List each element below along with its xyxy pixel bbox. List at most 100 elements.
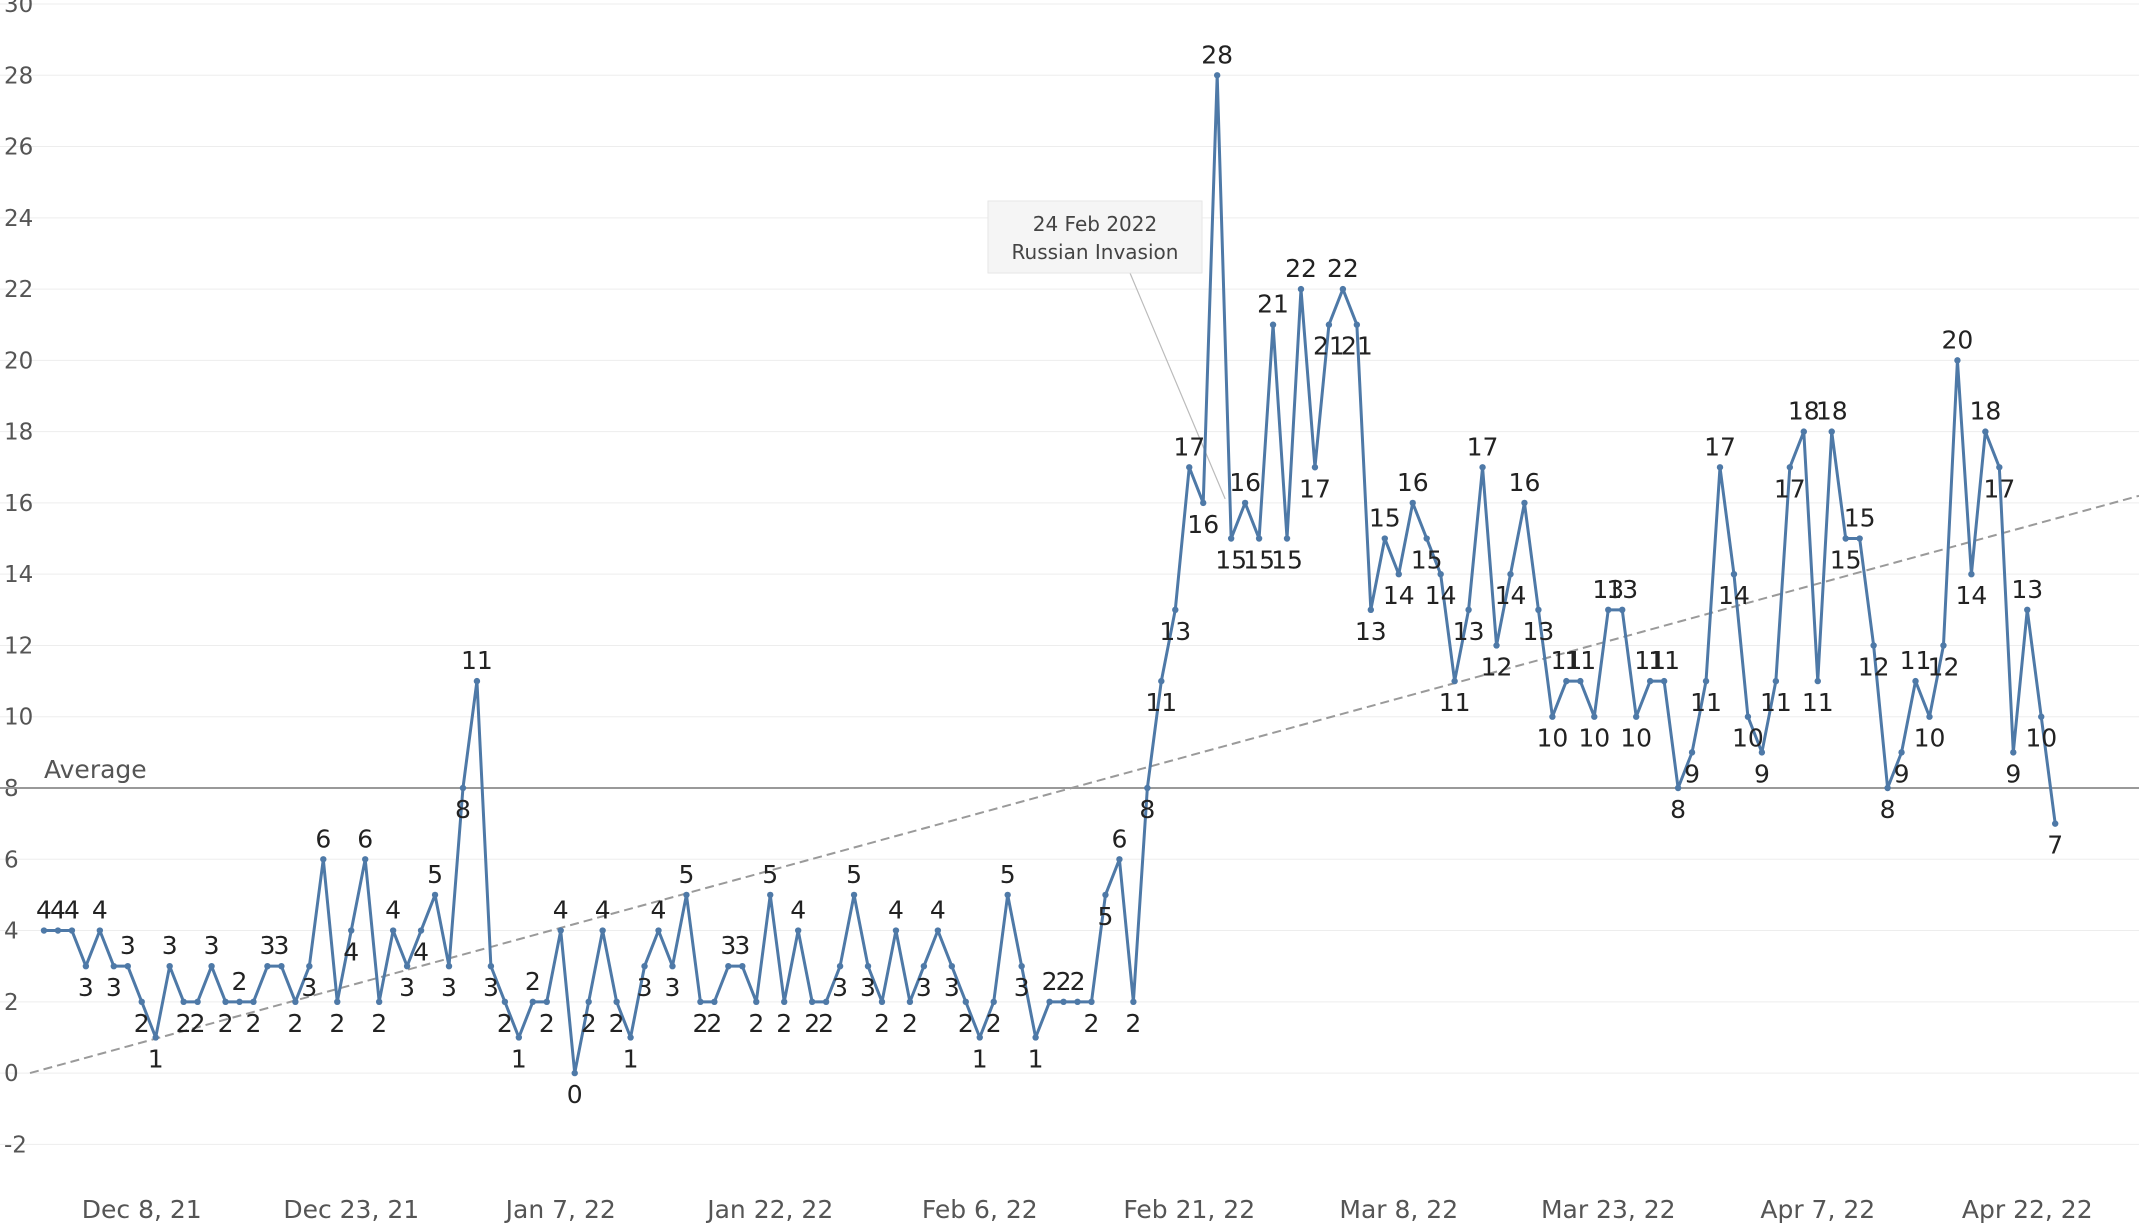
- data-point: [445, 962, 453, 970]
- data-point: [1409, 499, 1416, 507]
- data-label: 6: [1111, 824, 1127, 853]
- data-label: 0: [567, 1080, 583, 1109]
- data-label: 8: [1880, 795, 1896, 824]
- data-label: 4: [595, 896, 611, 925]
- series-group: 4443433213223222332362462434538113212240…: [36, 40, 2063, 1109]
- data-label: 16: [1187, 510, 1219, 539]
- data-label: 14: [1425, 581, 1457, 610]
- data-point: [1660, 677, 1668, 685]
- data-point: [1004, 891, 1011, 899]
- data-point: [264, 962, 271, 970]
- data-point: [208, 962, 215, 970]
- data-point: [571, 1069, 578, 1077]
- data-label: 11: [1634, 646, 1666, 675]
- data-point: [2038, 713, 2045, 720]
- data-point: [1982, 428, 1989, 435]
- data-point: [1646, 677, 1654, 685]
- reference-lines: Average: [0, 494, 2139, 1075]
- data-point: [1479, 464, 1486, 471]
- data-point: [1507, 570, 1514, 578]
- data-label: 11: [1900, 646, 1932, 675]
- data-label: 2: [287, 1009, 303, 1038]
- data-label: 4: [651, 896, 667, 925]
- data-label: 1: [148, 1044, 164, 1073]
- data-label: 3: [204, 931, 220, 960]
- annotation-box: [987, 200, 1203, 274]
- data-label: 3: [916, 973, 932, 1002]
- data-label: 17: [1299, 474, 1331, 503]
- data-point: [920, 962, 928, 970]
- y-tick-label: -2: [4, 1132, 27, 1158]
- data-label: 12: [1858, 652, 1890, 681]
- data-point: [124, 962, 131, 970]
- data-label: 21: [1257, 290, 1289, 319]
- data-point: [822, 998, 830, 1006]
- data-label: 15: [1271, 546, 1303, 575]
- data-point: [1702, 677, 1710, 685]
- data-point: [222, 998, 229, 1006]
- y-tick-label: 24: [4, 206, 33, 232]
- data-point: [1144, 784, 1151, 792]
- trend-line: [29, 494, 2139, 1075]
- annotation-leader-line: [1129, 272, 1226, 500]
- data-point: [1926, 713, 1933, 720]
- data-point: [1367, 606, 1375, 614]
- data-point: [1172, 606, 1179, 614]
- data-point: [1311, 464, 1319, 471]
- data-label: 10: [2025, 724, 2057, 753]
- y-tick-label: 18: [4, 420, 33, 446]
- data-label: 2: [748, 1009, 764, 1038]
- data-point: [1674, 784, 1682, 792]
- data-label: 2: [804, 1009, 820, 1038]
- x-axis: Dec 8, 21 Dec 23, 21 Jan 7, 22 Jan 22, 22 Fe…: [82, 1195, 2093, 1224]
- data-point: [1130, 998, 1137, 1006]
- data-point: [1465, 606, 1472, 614]
- data-label: 11: [1564, 646, 1596, 675]
- data-point: [739, 962, 746, 970]
- data-point: [669, 962, 676, 970]
- data-label: 16: [1397, 468, 1429, 497]
- data-label: 3: [720, 931, 736, 960]
- data-label: 4: [385, 896, 401, 925]
- x-tick-label: Jan 22, 22: [705, 1195, 833, 1224]
- data-label: 5: [762, 860, 778, 889]
- data-point: [96, 927, 104, 934]
- x-tick-label: Mar 23, 22: [1541, 1195, 1676, 1224]
- data-label: 7: [2047, 831, 2063, 860]
- data-point: [1381, 535, 1388, 542]
- data-point: [1116, 856, 1123, 863]
- data-point: [1898, 749, 1905, 756]
- data-label: 11: [1550, 646, 1582, 675]
- data-label: 14: [1718, 581, 1750, 610]
- data-point: [962, 998, 969, 1006]
- data-label: 16: [1509, 468, 1541, 497]
- data-point: [850, 891, 858, 899]
- data-point: [613, 998, 620, 1006]
- data-label: 3: [259, 931, 275, 960]
- data-point: [1158, 677, 1165, 685]
- data-point: [362, 856, 369, 863]
- data-point: [1186, 464, 1193, 471]
- data-label: 18: [1969, 397, 2001, 426]
- data-label: 4: [930, 896, 946, 925]
- data-point: [1060, 998, 1067, 1006]
- data-point: [934, 927, 942, 934]
- data-point: [1772, 677, 1780, 685]
- data-point: [1074, 998, 1081, 1006]
- data-label: 2: [329, 1009, 345, 1038]
- data-label: 2: [609, 1009, 625, 1038]
- data-point: [1297, 285, 1305, 293]
- data-label: 3: [944, 973, 960, 1002]
- data-label: 10: [1620, 724, 1652, 753]
- data-label: 1: [972, 1044, 988, 1073]
- data-point: [1032, 1034, 1039, 1041]
- data-point: [878, 998, 886, 1006]
- data-label: 2: [190, 1009, 206, 1038]
- data-point: [180, 998, 187, 1006]
- data-label: 1: [1028, 1044, 1044, 1073]
- data-label: 4: [553, 896, 569, 925]
- data-label: 4: [92, 896, 108, 925]
- y-tick-label: 22: [4, 277, 33, 303]
- data-label: 1: [511, 1044, 527, 1073]
